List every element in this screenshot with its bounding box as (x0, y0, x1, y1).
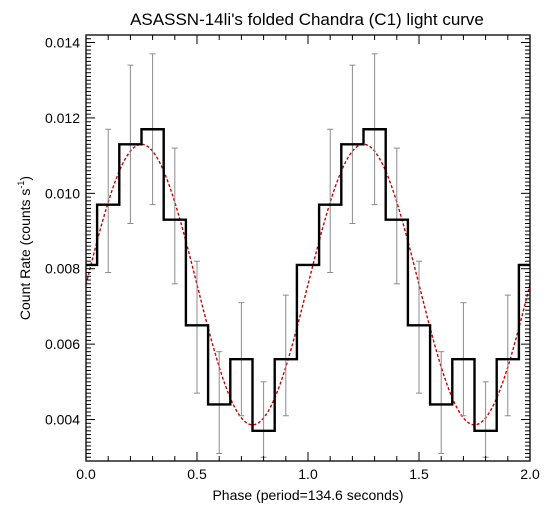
error-bar (416, 260, 422, 394)
error-bars-layer (105, 53, 511, 458)
error-bar (194, 260, 200, 394)
y-tick-label: 0.010 (45, 185, 80, 201)
x-tick-label: 0.5 (187, 466, 207, 482)
y-axis-ticks: 0.004 0.006 0.008 0.010 0.012 0.014 (45, 34, 530, 458)
y-tick-label: 0.008 (45, 261, 80, 277)
error-bar (260, 381, 267, 458)
x-tick-label: 1.5 (409, 466, 429, 482)
error-bar (282, 294, 289, 417)
error-bar (482, 381, 489, 458)
error-bar (327, 128, 334, 274)
binned-count-rate-histogram (86, 128, 530, 433)
y-axis-label-sup: -1 (16, 181, 26, 189)
x-axis-label: Phase (period=134.6 seconds) (212, 487, 403, 503)
error-bar (171, 147, 178, 285)
error-bar (105, 128, 112, 274)
x-tick-label: 2.0 (520, 466, 540, 482)
error-bar (504, 294, 511, 417)
y-tick-label: 0.012 (45, 110, 80, 126)
y-tick-label: 0.006 (45, 336, 80, 352)
x-tick-label: 1.0 (298, 466, 318, 482)
error-bar (216, 351, 223, 454)
x-tick-label: 0.0 (76, 466, 96, 482)
y-tick-label: 0.014 (45, 35, 80, 51)
y-axis-label: Count Rate (counts s-1) (16, 176, 33, 320)
error-bar (393, 147, 400, 285)
error-bar (438, 351, 445, 454)
histogram-layer (86, 128, 530, 433)
fit-curve-layer (85, 143, 531, 426)
sinusoid-fit-line (85, 143, 531, 426)
x-axis-ticks: 0.0 0.5 1.0 1.5 2.0 (76, 35, 540, 482)
chart-title: ASASSN-14li's folded Chandra (C1) light … (130, 10, 484, 29)
y-axis-label-main: Count Rate (counts s (17, 189, 33, 321)
y-axis-label-close: ) (17, 176, 33, 181)
y-tick-label: 0.004 (45, 412, 80, 428)
